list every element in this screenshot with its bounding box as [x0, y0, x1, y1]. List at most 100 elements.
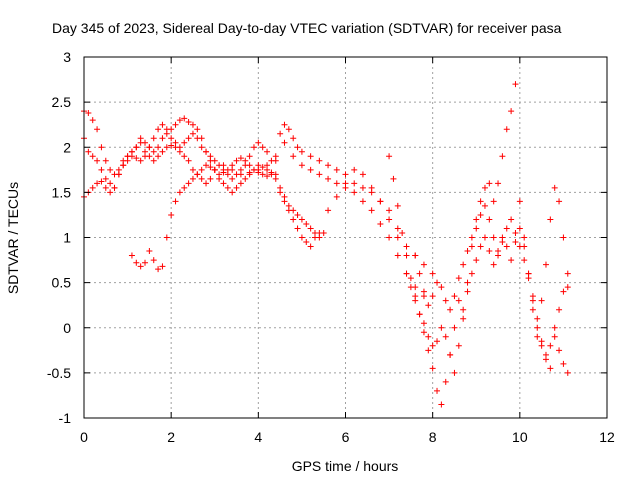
- data-point: [233, 184, 240, 191]
- data-point: [255, 162, 262, 169]
- data-point: [508, 216, 515, 223]
- y-tick-label: -0.5: [47, 365, 71, 381]
- data-point: [429, 270, 436, 277]
- data-point: [89, 117, 96, 124]
- data-point: [333, 193, 340, 200]
- data-point: [281, 139, 288, 146]
- data-point: [181, 139, 188, 146]
- data-point: [224, 184, 231, 191]
- data-point: [438, 401, 445, 408]
- data-point: [538, 338, 545, 345]
- data-point: [237, 155, 244, 162]
- data-point: [516, 198, 523, 205]
- data-point: [198, 144, 205, 151]
- data-point: [250, 144, 257, 151]
- data-point: [403, 270, 410, 277]
- y-tick-label: 2.5: [52, 94, 72, 110]
- data-point: [211, 166, 218, 173]
- data-point: [486, 180, 493, 187]
- data-point: [499, 153, 506, 160]
- data-point: [477, 198, 484, 205]
- x-tick-label: 6: [342, 429, 350, 445]
- data-point: [207, 164, 214, 171]
- data-point: [564, 270, 571, 277]
- data-point: [490, 261, 497, 268]
- data-point: [508, 257, 515, 264]
- data-point: [290, 207, 297, 214]
- data-point: [386, 234, 393, 241]
- y-axis-title: SDTVAR / TECUs: [5, 182, 21, 294]
- data-point: [403, 243, 410, 250]
- data-point: [390, 175, 397, 182]
- data-point: [172, 144, 179, 151]
- x-axis-title: GPS time / hours: [292, 458, 399, 474]
- data-point: [146, 248, 153, 255]
- data-point: [564, 284, 571, 291]
- data-point: [451, 324, 458, 331]
- data-point: [290, 216, 297, 223]
- data-point: [403, 252, 410, 259]
- data-point: [468, 243, 475, 250]
- data-point: [551, 184, 558, 191]
- data-point: [185, 157, 192, 164]
- data-point: [311, 229, 318, 236]
- data-point: [98, 166, 105, 173]
- data-point: [351, 180, 358, 187]
- data-point: [89, 184, 96, 191]
- data-point: [455, 342, 462, 349]
- data-point: [394, 225, 401, 232]
- data-point: [434, 387, 441, 394]
- data-point: [168, 211, 175, 218]
- data-point: [294, 225, 301, 232]
- data-point: [155, 126, 162, 133]
- data-point: [150, 157, 157, 164]
- data-point: [189, 130, 196, 137]
- data-point: [473, 257, 480, 264]
- data-point: [242, 157, 249, 164]
- data-point: [163, 144, 170, 151]
- data-point: [560, 288, 567, 295]
- x-tick-label: 0: [80, 429, 88, 445]
- y-tick-label: 0: [63, 320, 71, 336]
- data-point: [194, 171, 201, 178]
- data-point: [412, 252, 419, 259]
- data-point: [503, 225, 510, 232]
- data-point: [490, 198, 497, 205]
- data-point: [107, 189, 114, 196]
- data-point: [455, 275, 462, 282]
- data-point: [412, 297, 419, 304]
- data-point: [233, 157, 240, 164]
- data-point: [94, 157, 101, 164]
- data-point: [146, 144, 153, 151]
- data-point: [320, 229, 327, 236]
- data-point: [394, 252, 401, 259]
- data-point: [185, 118, 192, 125]
- data-point: [316, 157, 323, 164]
- data-point: [451, 369, 458, 376]
- data-point: [272, 175, 279, 182]
- data-point: [551, 333, 558, 340]
- data-point: [425, 333, 432, 340]
- series-track-d: [128, 139, 427, 300]
- data-point: [229, 189, 236, 196]
- data-point: [237, 171, 244, 178]
- data-point: [137, 157, 144, 164]
- data-point: [98, 144, 105, 151]
- data-point: [290, 135, 297, 142]
- data-point: [277, 130, 284, 137]
- data-point: [394, 202, 401, 209]
- data-point: [237, 180, 244, 187]
- data-point: [368, 207, 375, 214]
- data-point: [159, 263, 166, 270]
- data-point: [255, 139, 262, 146]
- data-point: [359, 198, 366, 205]
- data-point: [203, 148, 210, 155]
- data-point: [477, 243, 484, 250]
- data-point: [168, 142, 175, 149]
- data-point: [120, 162, 127, 169]
- data-point: [542, 351, 549, 358]
- data-point: [150, 135, 157, 142]
- y-tick-label: 3: [63, 49, 71, 65]
- data-point: [168, 126, 175, 133]
- data-point: [172, 121, 179, 128]
